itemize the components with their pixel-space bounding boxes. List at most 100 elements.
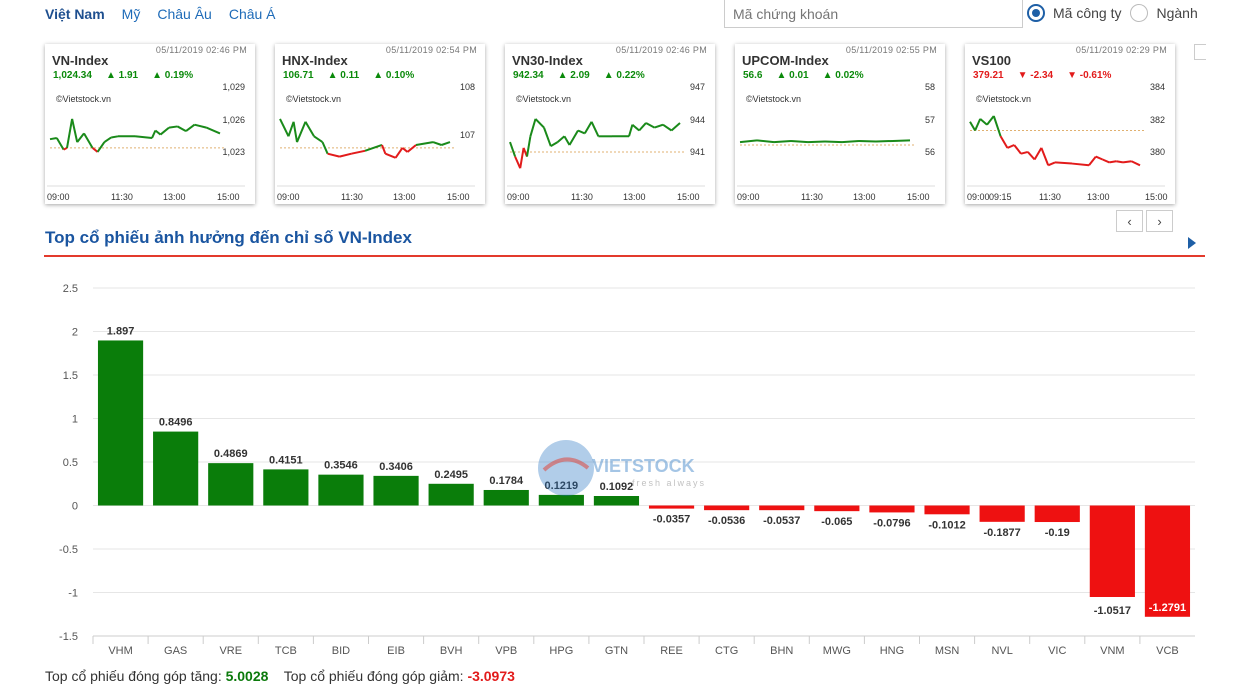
x-tick-label: 11:30: [111, 192, 133, 202]
index-sparkline: 108 107 09:00 11:30 13:00 15:00: [277, 82, 475, 202]
tab-europe[interactable]: Châu Âu: [157, 6, 212, 22]
tab-vietnam[interactable]: Việt Nam: [45, 6, 105, 22]
sparkline-segment: [321, 141, 329, 155]
bar-vcb[interactable]: [1144, 505, 1191, 617]
bar-value-label: -0.1877: [983, 527, 1020, 539]
x-tick-label: 11:30: [1039, 192, 1061, 202]
sparkline-segment: [807, 140, 826, 144]
sparkline-segment: [1007, 144, 1015, 149]
x-tick-label: 15:00: [907, 192, 930, 202]
bar-mwg[interactable]: [814, 505, 860, 512]
x-tick-label: 15:00: [677, 192, 700, 202]
index-sparkline: 1,029 1,026 1,023 09:00 11:30 13:00 15:00: [47, 82, 245, 202]
sparkline-segment: [992, 115, 1002, 137]
company-code-radio[interactable]: [1027, 4, 1045, 22]
source-credit: ©Vietstock.vn: [516, 94, 571, 104]
industry-radio-label[interactable]: Ngành: [1156, 5, 1198, 21]
index-sparkline: 947 944 941 09:00 11:30 13:00 15:00: [507, 82, 705, 202]
x-tick-label: 15:00: [217, 192, 240, 202]
sparkline-segment: [381, 144, 387, 155]
y-tick-label: 2: [72, 327, 78, 339]
carousel-prev-button[interactable]: ‹: [1116, 210, 1143, 232]
bar-vic[interactable]: [1034, 505, 1080, 523]
y-tick-label: 108: [460, 82, 475, 92]
sparkline-segment: [339, 152, 352, 158]
sparkline-segment: [96, 141, 106, 153]
play-icon[interactable]: [1188, 237, 1196, 249]
watermark-tagline: fresh always: [632, 478, 706, 488]
bar-bvh[interactable]: [428, 483, 474, 506]
sparkline-segment: [304, 121, 315, 137]
bar-ree[interactable]: [648, 505, 695, 509]
index-value: 1,024.34: [53, 70, 92, 81]
bar-vhm[interactable]: [97, 340, 144, 506]
sparkline-segment: [194, 123, 207, 129]
x-category-label: BID: [332, 645, 350, 657]
top-stocks-bar-chart: 2.5 2 1.5 1 0.5 0 -0.5 -1 -1.5 1.897 VHM 0.8496 GAS 0…: [59, 283, 1195, 657]
tab-asia[interactable]: Châu Á: [228, 6, 276, 22]
bar-hng[interactable]: [869, 505, 915, 513]
x-category-label: VIC: [1048, 645, 1066, 657]
index-card-upcom-index[interactable]: 58 57 56 09:00 11:30 13:00 15:00 UPCOM-Index 05/…: [735, 44, 945, 204]
index-values: 56.6 ▲ 0.01 ▲ 0.02%: [743, 70, 878, 81]
bar-value-label: 0.1092: [600, 481, 634, 493]
x-category-label: MWG: [823, 645, 851, 657]
index-change-pct: ▲ 0.22%: [603, 70, 645, 81]
bar-hpg[interactable]: [538, 494, 584, 506]
sparkline-segment: [296, 121, 307, 143]
y-tick-label: 1,026: [222, 115, 245, 125]
source-credit: ©Vietstock.vn: [976, 94, 1031, 104]
y-tick-label: 947: [690, 82, 705, 92]
sparkline-segment: [1109, 160, 1117, 164]
index-card-hnx-index[interactable]: 108 107 09:00 11:30 13:00 15:00 HNX-Index 05/11…: [275, 44, 485, 204]
company-code-radio-label[interactable]: Mã công ty: [1053, 5, 1122, 21]
carousel-next-button[interactable]: ›: [1146, 210, 1173, 232]
bar-gas[interactable]: [153, 431, 199, 506]
x-category-label: EIB: [387, 645, 405, 657]
sparkline-segment: [63, 147, 68, 151]
bar-value-label: -1.2791: [1149, 602, 1186, 614]
source-credit: ©Vietstock.vn: [746, 94, 801, 104]
index-timestamp: 05/11/2019 02:54 PM: [385, 45, 477, 55]
sparkline-segment: [1088, 155, 1097, 166]
sparkline-segment: [287, 121, 295, 137]
stock-code-search-input[interactable]: [724, 0, 1023, 28]
sparkline-segment: [111, 135, 119, 139]
index-name: VS100: [972, 53, 1012, 68]
index-timestamp: 05/11/2019 02:29 PM: [1075, 45, 1167, 55]
industry-radio[interactable]: [1130, 4, 1149, 22]
bar-value-label: 1.897: [107, 325, 135, 337]
x-category-label: MSN: [935, 645, 960, 657]
index-card-vn-index[interactable]: 1,029 1,026 1,023 09:00 11:30 13:00 15:00 VN-In…: [45, 44, 255, 204]
bar-msn[interactable]: [924, 505, 970, 515]
tab-us[interactable]: Mỹ: [121, 6, 141, 22]
x-tick-label: 09:00: [47, 192, 70, 202]
bar-vpb[interactable]: [483, 489, 529, 506]
bar-gtn[interactable]: [593, 495, 640, 506]
index-card-vn30-index[interactable]: 947 944 941 09:00 11:30 13:00 15:00 VN30-Index 0…: [505, 44, 715, 204]
y-tick-label: -0.5: [59, 544, 78, 556]
x-category-label: BHN: [770, 645, 793, 657]
bar-tcb[interactable]: [263, 469, 309, 506]
y-tick-label: 107: [460, 130, 475, 140]
bar-bid[interactable]: [318, 474, 364, 506]
sparkline-segment: [628, 124, 634, 137]
sparkline-segment: [645, 122, 655, 129]
bar-vre[interactable]: [208, 463, 254, 506]
bar-vnm[interactable]: [1089, 505, 1135, 597]
sparkline-segment: [151, 130, 157, 139]
sparkline-segment: [327, 152, 340, 158]
sparkline-segment: [509, 141, 517, 157]
contribution-summary: Top cổ phiếu đóng góp tăng: 5.0028 Top c…: [45, 668, 515, 684]
bar-bhn[interactable]: [759, 505, 805, 511]
index-card-vs100[interactable]: 384 382 380 09:00 09:15 11:30 13:00 15:00 VS100 0…: [965, 44, 1175, 204]
x-category-label: NVL: [991, 645, 1012, 657]
sparkline-segment: [1013, 144, 1022, 155]
market-tabs: Việt Nam Mỹ Châu Âu Châu Á: [45, 6, 293, 22]
y-tick-label: 384: [1150, 82, 1165, 92]
bar-eib[interactable]: [373, 475, 419, 506]
bar-ctg[interactable]: [704, 505, 750, 511]
sparkline-segment: [875, 139, 894, 143]
bar-nvl[interactable]: [979, 505, 1025, 522]
y-tick-label: 1: [72, 414, 78, 426]
